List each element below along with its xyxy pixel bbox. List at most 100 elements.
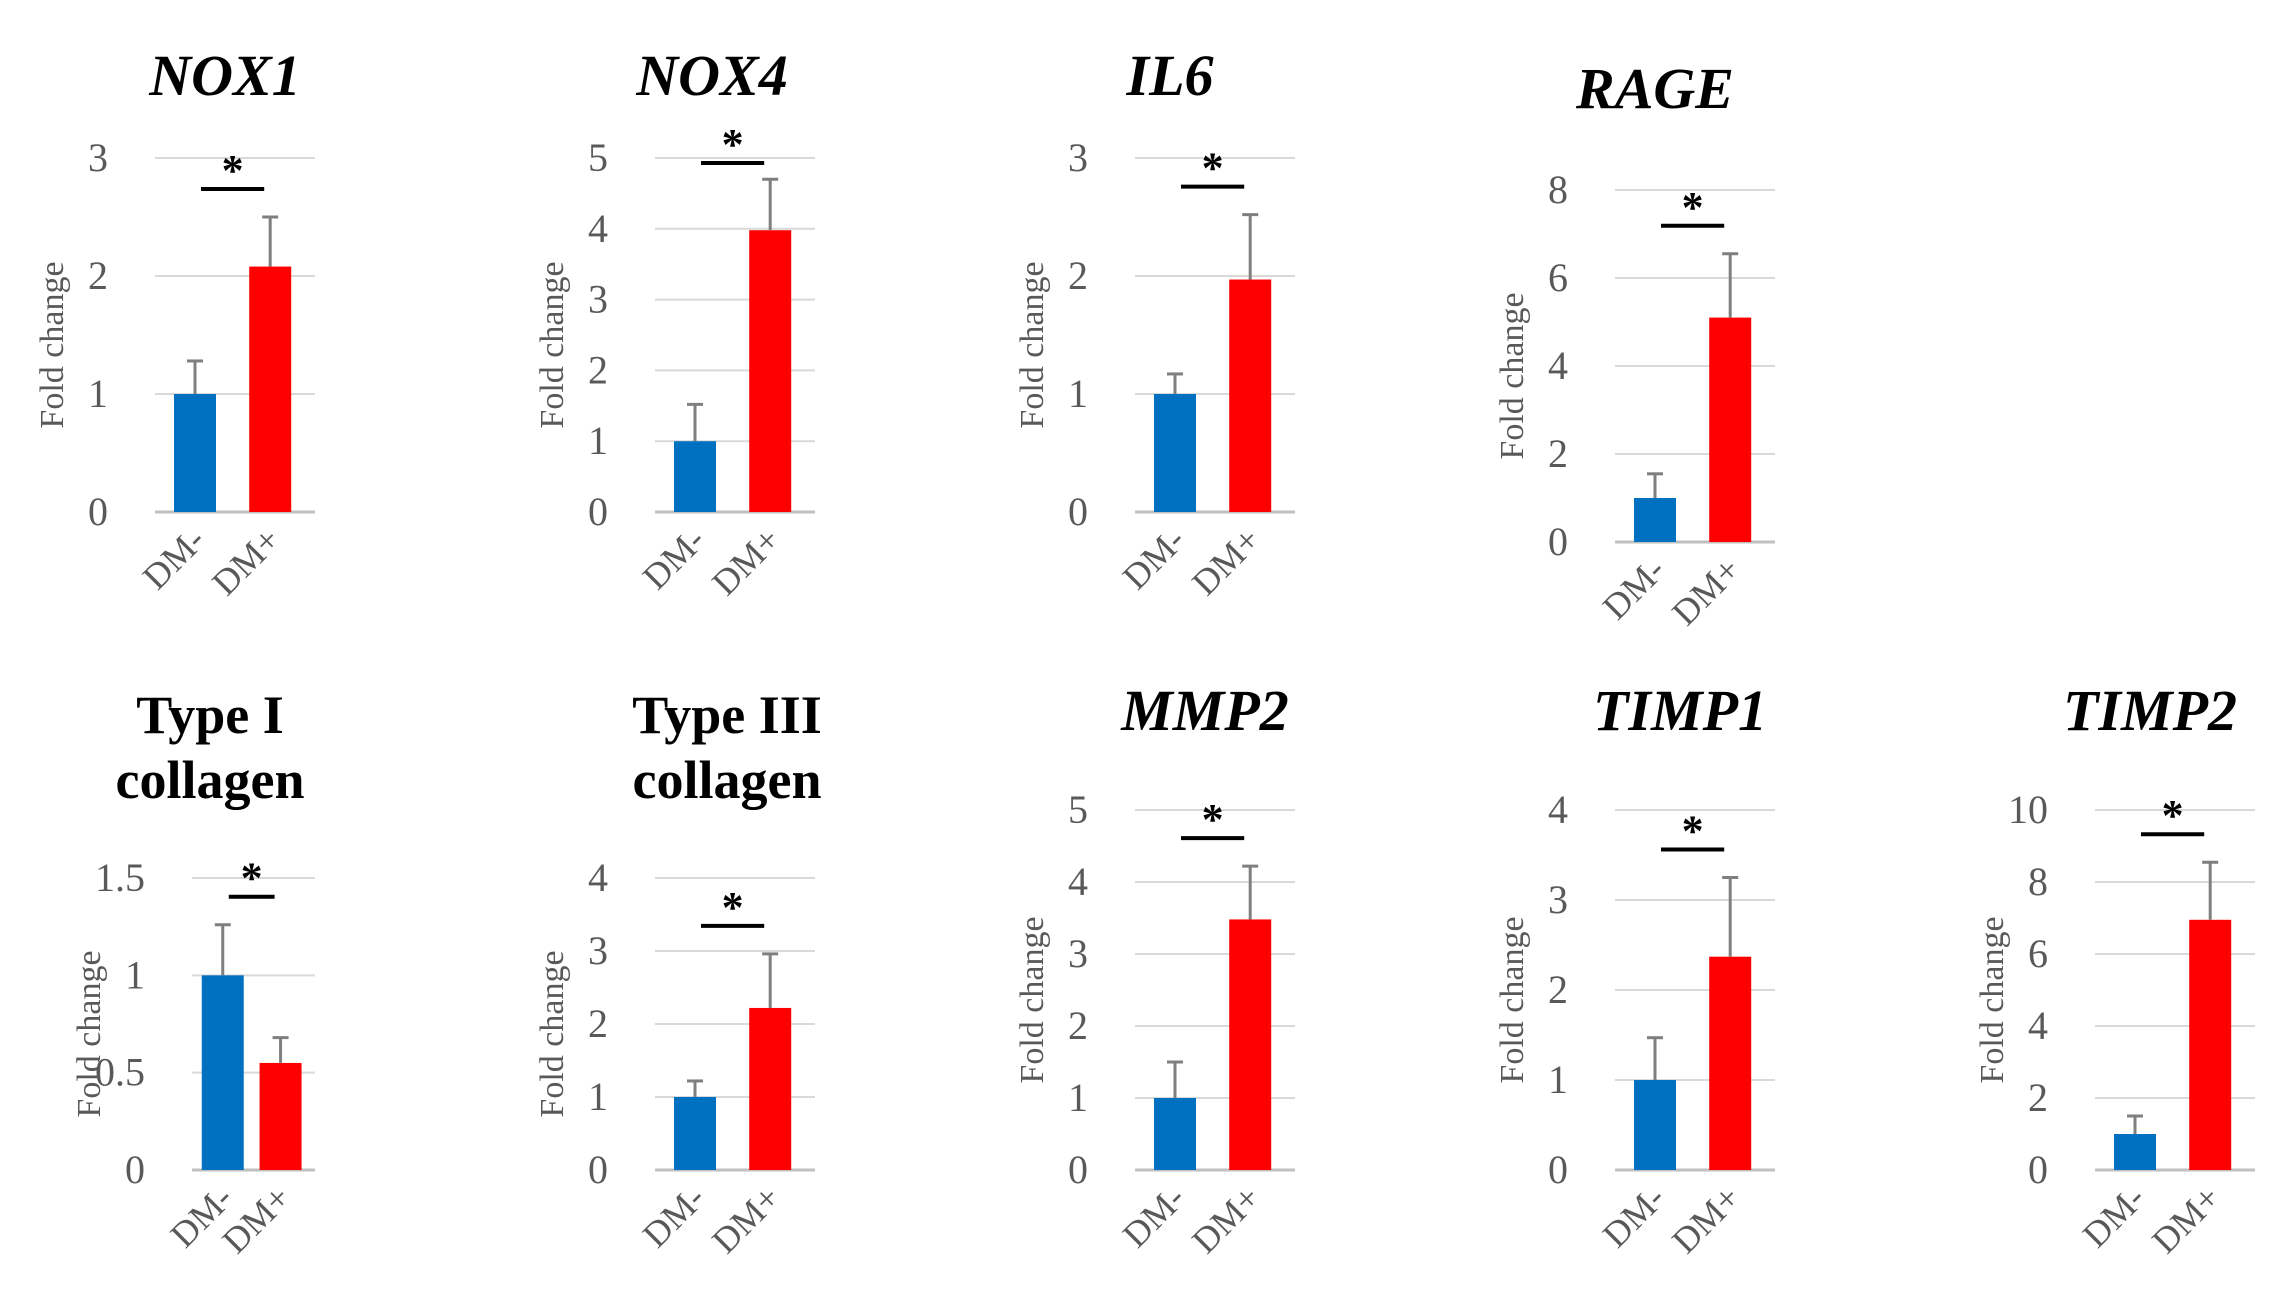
- bar-dm-plus: [1229, 919, 1272, 1170]
- y-tick-label: 0: [1068, 1147, 1088, 1192]
- bar-dm-plus: [2189, 919, 2232, 1170]
- chart-title: Type III: [632, 685, 822, 745]
- y-tick-label: 10: [2008, 787, 2048, 832]
- y-tick-label: 0: [1548, 519, 1568, 564]
- chart-title: collagen: [116, 750, 305, 810]
- x-category-label: DM+: [215, 1177, 299, 1261]
- bar-dm-minus: [2114, 1134, 2156, 1170]
- y-tick-label: 2: [1068, 253, 1088, 298]
- y-tick-label: 0: [2028, 1147, 2048, 1192]
- y-tick-label: 3: [1068, 135, 1088, 180]
- chart-title: IL6: [1126, 43, 1214, 108]
- chart-title: TIMP2: [2063, 678, 2237, 743]
- x-category-label: DM-: [135, 519, 213, 597]
- x-category-label: DM-: [1595, 1177, 1673, 1255]
- bar-dm-minus: [1634, 498, 1676, 542]
- y-axis-label: Fold change: [34, 261, 71, 428]
- significance-star: *: [1202, 144, 1224, 193]
- bar-dm-minus: [174, 394, 216, 512]
- y-tick-label: 1: [125, 952, 145, 997]
- chart-panel: 0 1 2 3 4 5 Fold change DM-DM+ * MMP2: [1014, 678, 1295, 1261]
- significance-star: *: [1202, 795, 1224, 844]
- bar-dm-minus: [674, 1097, 716, 1170]
- y-tick-label: 5: [1068, 787, 1088, 832]
- y-tick-label: 2: [588, 347, 608, 392]
- chart-title: RAGE: [1575, 56, 1734, 121]
- y-tick-label: 3: [88, 135, 108, 180]
- significance-star: *: [1682, 183, 1704, 232]
- y-tick-label: 6: [1548, 255, 1568, 300]
- significance-star: *: [241, 854, 263, 903]
- y-tick-label: 1.5: [95, 855, 145, 900]
- x-category-label: DM-: [1115, 519, 1193, 597]
- y-tick-label: 0: [88, 489, 108, 534]
- y-tick-label: 3: [1548, 877, 1568, 922]
- y-tick-label: 2: [1548, 431, 1568, 476]
- chart-title: collagen: [633, 750, 822, 810]
- bar-dm-minus: [1154, 1098, 1196, 1170]
- significance-star: *: [722, 120, 744, 169]
- x-category-label: DM+: [1664, 549, 1748, 633]
- y-tick-label: 2: [1068, 1003, 1088, 1048]
- y-tick-label: 4: [588, 855, 608, 900]
- significance-star: *: [222, 146, 244, 195]
- y-axis-label: Fold change: [1494, 292, 1531, 459]
- chart-title: NOX1: [148, 43, 300, 108]
- x-category-label: DM+: [2144, 1177, 2228, 1261]
- bar-dm-plus: [1709, 956, 1752, 1170]
- y-tick-label: 2: [88, 253, 108, 298]
- bar-dm-minus: [201, 975, 244, 1170]
- y-tick-label: 3: [588, 928, 608, 973]
- y-tick-label: 6: [2028, 931, 2048, 976]
- y-tick-label: 0: [1068, 489, 1088, 534]
- x-category-label: DM-: [1115, 1177, 1193, 1255]
- y-tick-label: 2: [588, 1001, 608, 1046]
- bar-dm-plus: [749, 230, 792, 512]
- significance-star: *: [1682, 807, 1704, 856]
- x-category-label: DM+: [1184, 519, 1268, 603]
- bar-dm-plus: [249, 266, 292, 512]
- y-axis-label: Fold change: [534, 950, 571, 1117]
- chart-panel: 0 2 4 6 8 Fold change DM-DM+ * RAGE: [1494, 56, 1775, 633]
- chart-panel: 0 1 2 3 Fold change DM-DM+ * IL6: [1014, 43, 1295, 603]
- y-tick-label: 0: [588, 489, 608, 534]
- y-tick-label: 1: [88, 371, 108, 416]
- chart-title: MMP2: [1120, 678, 1289, 743]
- y-tick-label: 4: [1548, 787, 1568, 832]
- bar-dm-plus: [749, 1007, 792, 1170]
- y-tick-label: 0: [125, 1147, 145, 1192]
- y-tick-label: 1: [1548, 1057, 1568, 1102]
- x-category-label: DM+: [704, 519, 788, 603]
- x-category-label: DM-: [1595, 549, 1673, 627]
- significance-star: *: [2162, 791, 2184, 840]
- x-category-label: DM-: [635, 1177, 713, 1255]
- x-category-label: DM+: [704, 1177, 788, 1261]
- y-tick-label: 1: [588, 1074, 608, 1119]
- y-axis-label: Fold change: [71, 950, 108, 1117]
- y-axis-label: Fold change: [534, 261, 571, 428]
- y-tick-label: 5: [588, 135, 608, 180]
- y-axis-label: Fold change: [1974, 916, 2011, 1083]
- y-tick-label: 2: [2028, 1075, 2048, 1120]
- chart-title: NOX4: [635, 43, 787, 108]
- y-tick-label: 4: [2028, 1003, 2048, 1048]
- y-axis-label: Fold change: [1014, 261, 1051, 428]
- x-category-label: DM+: [1184, 1177, 1268, 1261]
- y-tick-label: 2: [1548, 967, 1568, 1012]
- y-tick-label: 0.5: [95, 1050, 145, 1095]
- x-category-label: DM-: [2075, 1177, 2153, 1255]
- y-tick-label: 4: [1068, 859, 1088, 904]
- y-tick-label: 0: [1548, 1147, 1568, 1192]
- significance-star: *: [722, 883, 744, 932]
- x-category-label: DM+: [204, 519, 288, 603]
- bar-dm-plus: [1709, 317, 1752, 542]
- y-tick-label: 8: [2028, 859, 2048, 904]
- y-tick-label: 1: [1068, 1075, 1088, 1120]
- chart-title: TIMP1: [1593, 678, 1767, 743]
- bar-dm-plus: [1229, 279, 1272, 512]
- y-tick-label: 1: [588, 418, 608, 463]
- chart-panel: 0 1 2 3 4 Fold change DM-DM+ * TIMP1: [1494, 678, 1775, 1261]
- y-tick-label: 0: [588, 1147, 608, 1192]
